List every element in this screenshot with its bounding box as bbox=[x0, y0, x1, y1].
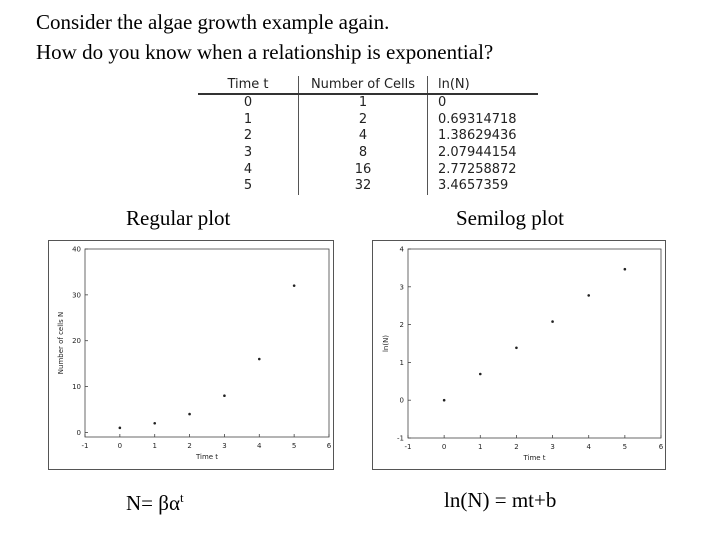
x-tick-label: 2 bbox=[187, 442, 191, 450]
cell-time: 2 bbox=[198, 128, 299, 145]
x-tick-label: 6 bbox=[327, 442, 332, 450]
x-tick-label: 2 bbox=[514, 443, 518, 451]
table-row: 3 8 2.07944154 bbox=[198, 144, 538, 162]
data-point bbox=[188, 412, 191, 416]
linear-formula: ln(N) = mt+b bbox=[444, 488, 557, 512]
cell-ln: 1.38629436 bbox=[438, 128, 517, 144]
header-cells: Number of Cells bbox=[298, 76, 428, 95]
y-tick-label: 10 bbox=[72, 383, 81, 391]
header-time: Time t bbox=[198, 76, 299, 95]
data-point bbox=[442, 398, 446, 402]
x-tick-label: 3 bbox=[550, 443, 554, 451]
data-point bbox=[257, 357, 261, 361]
y-tick-label: 3 bbox=[400, 283, 404, 291]
regular-plot: -1 0 1 2 3 4 5 6 0 10 20 30 40 Time t Number of cells … bbox=[48, 240, 334, 470]
cell-cells: 8 bbox=[298, 144, 428, 162]
y-tick-label: 20 bbox=[72, 337, 81, 345]
data-point bbox=[515, 346, 518, 350]
y-tick-label: 4 bbox=[400, 246, 405, 254]
table-row: 5 32 3.4657359 bbox=[198, 177, 538, 195]
y-tick-label: 40 bbox=[72, 246, 81, 254]
plot-frame bbox=[407, 248, 662, 439]
x-tick-label: 4 bbox=[586, 443, 591, 451]
x-tick-label: 6 bbox=[659, 443, 664, 451]
data-point bbox=[478, 372, 482, 376]
x-tick-label: 0 bbox=[118, 442, 122, 450]
x-tick-label: 5 bbox=[623, 443, 627, 451]
semilog-plot: -1 0 1 2 3 4 5 6 -1 0 1 2 3 4 Time t ln(N) bbox=[372, 240, 666, 470]
y-tick-label: 0 bbox=[77, 429, 81, 437]
y-tick-label: 2 bbox=[400, 321, 404, 329]
y-axis-label: Number of cells N bbox=[57, 312, 65, 374]
plot-frame bbox=[84, 248, 330, 438]
exponential-formula-exponent: t bbox=[179, 490, 184, 505]
data-point bbox=[623, 267, 627, 271]
cell-time: 5 bbox=[198, 177, 299, 195]
exponential-formula: N= βαt bbox=[126, 490, 184, 516]
cell-cells: 4 bbox=[298, 128, 428, 145]
regular-plot-label: Regular plot bbox=[126, 206, 231, 230]
x-tick-label: -1 bbox=[405, 443, 412, 451]
y-tick-label: 0 bbox=[400, 397, 404, 405]
slide-title-line-1: Consider the algae growth example again. bbox=[36, 10, 390, 34]
x-tick-label: 1 bbox=[478, 443, 482, 451]
cell-cells: 2 bbox=[298, 111, 428, 129]
x-tick-label: 5 bbox=[292, 442, 296, 450]
y-tick-label: -1 bbox=[397, 435, 404, 443]
data-point bbox=[551, 320, 554, 323]
table-row: 2 4 1.38629436 bbox=[198, 128, 538, 145]
cell-time: 3 bbox=[198, 144, 299, 162]
cell-ln: 2.77258872 bbox=[438, 161, 517, 177]
x-tick-label: 0 bbox=[442, 443, 446, 451]
y-axis-label: ln(N) bbox=[382, 335, 390, 352]
cell-time: 4 bbox=[198, 161, 299, 178]
data-point bbox=[292, 284, 296, 287]
x-tick-label: 1 bbox=[152, 442, 156, 450]
table-row: 4 16 2.77258872 bbox=[198, 161, 538, 178]
data-point bbox=[118, 426, 122, 430]
table-header-row: Time t Number of Cells ln(N) bbox=[198, 76, 538, 95]
cell-time: 0 bbox=[198, 94, 299, 112]
y-tick-label: 1 bbox=[400, 359, 404, 367]
cell-ln: 0 bbox=[438, 95, 447, 111]
exponential-formula-base: N= βα bbox=[126, 491, 180, 515]
cell-ln: 2.07944154 bbox=[438, 145, 517, 161]
data-table: Time t Number of Cells ln(N) 0 1 0 1 2 0… bbox=[198, 76, 538, 195]
semilog-plot-label: Semilog plot bbox=[456, 206, 564, 230]
data-point bbox=[223, 394, 226, 398]
cell-cells: 16 bbox=[298, 161, 428, 178]
x-axis-label: Time t bbox=[195, 453, 218, 461]
x-tick-label: 4 bbox=[257, 442, 262, 450]
cell-cells: 32 bbox=[298, 177, 428, 195]
semilog-plot-svg: -1 0 1 2 3 4 5 6 -1 0 1 2 3 4 Time t ln(N) bbox=[382, 246, 664, 463]
data-point bbox=[153, 421, 157, 425]
slide-title-line-2: How do you know when a relationship is e… bbox=[36, 40, 494, 64]
cell-time: 1 bbox=[198, 111, 299, 129]
x-tick-label: -1 bbox=[82, 442, 89, 450]
x-axis-label: Time t bbox=[522, 454, 545, 462]
data-point bbox=[587, 294, 591, 297]
cell-ln: 0.69314718 bbox=[438, 111, 517, 127]
cell-cells: 1 bbox=[298, 94, 428, 112]
table-row: 1 2 0.69314718 bbox=[198, 111, 538, 129]
y-tick-label: 30 bbox=[72, 291, 81, 299]
x-tick-label: 3 bbox=[222, 442, 226, 450]
cell-ln: 3.4657359 bbox=[438, 178, 509, 194]
header-ln: ln(N) bbox=[427, 76, 538, 95]
table-row: 0 1 0 bbox=[198, 94, 538, 112]
